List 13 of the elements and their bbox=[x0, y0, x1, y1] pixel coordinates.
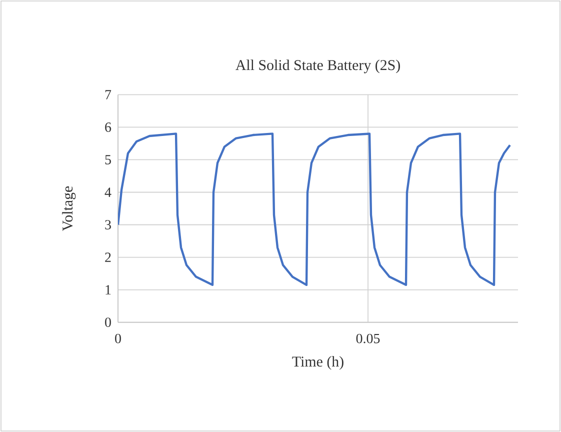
line-series bbox=[118, 132, 512, 286]
x-axis-title: Time (h) bbox=[292, 356, 344, 370]
y-tick-label: 4 bbox=[104, 188, 112, 197]
y-tick-label: 7 bbox=[105, 90, 112, 100]
y-tick-label: 2 bbox=[105, 252, 111, 262]
chart-title: All Solid State Battery (2S) bbox=[236, 60, 400, 74]
y-tick-label: 1 bbox=[106, 285, 111, 294]
y-tick-label: 6 bbox=[105, 122, 112, 132]
y-tick-label: 3 bbox=[105, 220, 111, 230]
x-tick-label: 0.05 bbox=[356, 334, 380, 344]
y-tick-label: 5 bbox=[105, 155, 111, 164]
y-tick-label: 0 bbox=[105, 318, 111, 328]
y-axis-title: Voltage bbox=[62, 186, 76, 232]
